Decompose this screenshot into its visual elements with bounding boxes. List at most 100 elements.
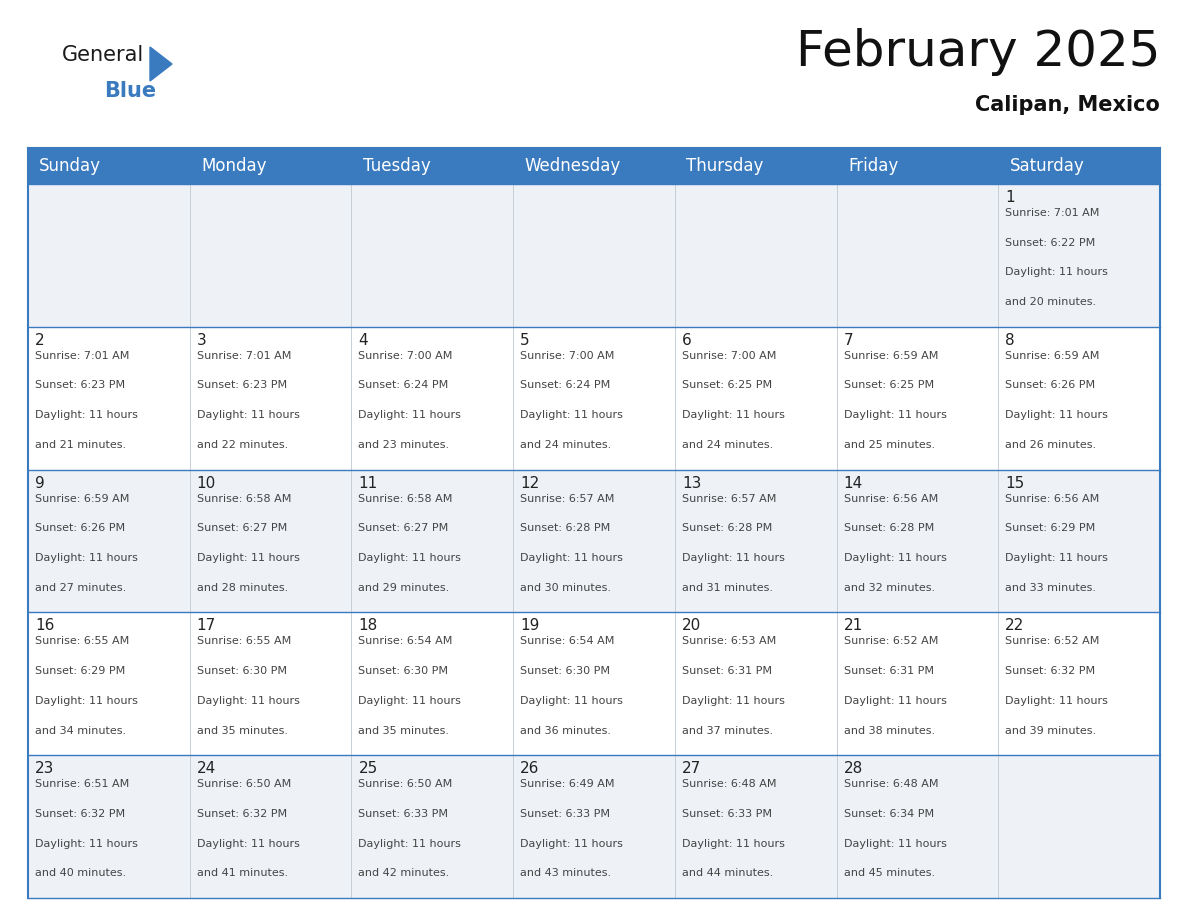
- Text: Daylight: 11 hours: Daylight: 11 hours: [520, 696, 623, 706]
- Text: Sunrise: 6:54 AM: Sunrise: 6:54 AM: [520, 636, 614, 646]
- Text: and 26 minutes.: and 26 minutes.: [1005, 440, 1097, 450]
- Text: 27: 27: [682, 761, 701, 777]
- Text: Sunrise: 6:59 AM: Sunrise: 6:59 AM: [34, 494, 129, 504]
- Text: and 31 minutes.: and 31 minutes.: [682, 583, 773, 593]
- Bar: [29, 327, 190, 470]
- Text: Sunrise: 6:54 AM: Sunrise: 6:54 AM: [359, 636, 453, 646]
- Text: Daylight: 11 hours: Daylight: 11 hours: [682, 839, 785, 848]
- Text: Sunset: 6:27 PM: Sunset: 6:27 PM: [197, 523, 287, 533]
- Text: and 37 minutes.: and 37 minutes.: [682, 725, 773, 735]
- Text: Sunrise: 6:56 AM: Sunrise: 6:56 AM: [1005, 494, 1100, 504]
- Text: Sunrise: 6:51 AM: Sunrise: 6:51 AM: [34, 779, 129, 789]
- Text: Sunset: 6:24 PM: Sunset: 6:24 PM: [520, 380, 611, 390]
- Text: and 25 minutes.: and 25 minutes.: [843, 440, 935, 450]
- Text: and 33 minutes.: and 33 minutes.: [1005, 583, 1097, 593]
- Text: and 23 minutes.: and 23 minutes.: [359, 440, 449, 450]
- Text: Sunset: 6:31 PM: Sunset: 6:31 PM: [682, 666, 772, 676]
- Text: Daylight: 11 hours: Daylight: 11 hours: [359, 696, 461, 706]
- Text: Sunrise: 6:58 AM: Sunrise: 6:58 AM: [359, 494, 453, 504]
- Text: Daylight: 11 hours: Daylight: 11 hours: [197, 410, 299, 420]
- Text: Daylight: 11 hours: Daylight: 11 hours: [197, 839, 299, 848]
- Text: Daylight: 11 hours: Daylight: 11 hours: [843, 696, 947, 706]
- Text: February 2025: February 2025: [796, 28, 1159, 76]
- Bar: [836, 148, 998, 184]
- Text: Daylight: 11 hours: Daylight: 11 hours: [682, 410, 785, 420]
- Text: Daylight: 11 hours: Daylight: 11 hours: [1005, 696, 1108, 706]
- Bar: [675, 327, 836, 470]
- Text: Tuesday: Tuesday: [362, 157, 430, 175]
- Text: Sunset: 6:29 PM: Sunset: 6:29 PM: [1005, 523, 1095, 533]
- Bar: [29, 470, 190, 612]
- Text: Sunrise: 7:00 AM: Sunrise: 7:00 AM: [682, 351, 776, 361]
- Bar: [352, 148, 513, 184]
- Text: Calipan, Mexico: Calipan, Mexico: [975, 95, 1159, 115]
- Text: Sunrise: 6:55 AM: Sunrise: 6:55 AM: [34, 636, 129, 646]
- Text: and 35 minutes.: and 35 minutes.: [359, 725, 449, 735]
- Text: Sunset: 6:28 PM: Sunset: 6:28 PM: [682, 523, 772, 533]
- Text: Sunrise: 7:01 AM: Sunrise: 7:01 AM: [34, 351, 129, 361]
- Bar: [190, 470, 352, 612]
- Text: 3: 3: [197, 333, 207, 348]
- Text: Daylight: 11 hours: Daylight: 11 hours: [1005, 553, 1108, 563]
- Text: 25: 25: [359, 761, 378, 777]
- Bar: [836, 184, 998, 327]
- Text: and 30 minutes.: and 30 minutes.: [520, 583, 611, 593]
- Text: Sunset: 6:23 PM: Sunset: 6:23 PM: [197, 380, 286, 390]
- Bar: [190, 756, 352, 898]
- Text: 9: 9: [34, 476, 45, 490]
- Text: Sunset: 6:33 PM: Sunset: 6:33 PM: [520, 809, 611, 819]
- Text: and 29 minutes.: and 29 minutes.: [359, 583, 450, 593]
- Text: Daylight: 11 hours: Daylight: 11 hours: [520, 839, 623, 848]
- Bar: [29, 148, 190, 184]
- Text: Sunset: 6:26 PM: Sunset: 6:26 PM: [1005, 380, 1095, 390]
- Text: and 42 minutes.: and 42 minutes.: [359, 868, 450, 879]
- Text: Sunset: 6:33 PM: Sunset: 6:33 PM: [359, 809, 448, 819]
- Text: Sunrise: 7:00 AM: Sunrise: 7:00 AM: [520, 351, 614, 361]
- Text: Thursday: Thursday: [687, 157, 764, 175]
- Text: Sunrise: 6:57 AM: Sunrise: 6:57 AM: [520, 494, 614, 504]
- Text: Sunset: 6:30 PM: Sunset: 6:30 PM: [520, 666, 611, 676]
- Bar: [513, 184, 675, 327]
- Bar: [998, 470, 1159, 612]
- Text: 8: 8: [1005, 333, 1015, 348]
- Text: Daylight: 11 hours: Daylight: 11 hours: [520, 410, 623, 420]
- Text: Sunset: 6:29 PM: Sunset: 6:29 PM: [34, 666, 125, 676]
- Text: Sunset: 6:30 PM: Sunset: 6:30 PM: [359, 666, 448, 676]
- Text: Sunrise: 6:58 AM: Sunrise: 6:58 AM: [197, 494, 291, 504]
- Text: Sunrise: 7:01 AM: Sunrise: 7:01 AM: [1005, 208, 1100, 218]
- Text: and 27 minutes.: and 27 minutes.: [34, 583, 126, 593]
- Text: 2: 2: [34, 333, 45, 348]
- Bar: [836, 612, 998, 756]
- Text: Sunrise: 6:52 AM: Sunrise: 6:52 AM: [843, 636, 939, 646]
- Bar: [190, 327, 352, 470]
- Text: Sunset: 6:33 PM: Sunset: 6:33 PM: [682, 809, 772, 819]
- Bar: [352, 470, 513, 612]
- Text: 12: 12: [520, 476, 539, 490]
- Bar: [190, 148, 352, 184]
- Text: Daylight: 11 hours: Daylight: 11 hours: [1005, 267, 1108, 277]
- Text: and 35 minutes.: and 35 minutes.: [197, 725, 287, 735]
- Bar: [190, 184, 352, 327]
- Text: Sunset: 6:32 PM: Sunset: 6:32 PM: [1005, 666, 1095, 676]
- Text: 6: 6: [682, 333, 691, 348]
- Text: and 36 minutes.: and 36 minutes.: [520, 725, 611, 735]
- Text: Daylight: 11 hours: Daylight: 11 hours: [359, 410, 461, 420]
- Bar: [29, 184, 190, 327]
- Bar: [836, 327, 998, 470]
- Text: Sunrise: 6:53 AM: Sunrise: 6:53 AM: [682, 636, 776, 646]
- Text: 22: 22: [1005, 619, 1024, 633]
- Text: Sunset: 6:23 PM: Sunset: 6:23 PM: [34, 380, 125, 390]
- Text: Sunset: 6:25 PM: Sunset: 6:25 PM: [682, 380, 772, 390]
- Text: Sunrise: 6:49 AM: Sunrise: 6:49 AM: [520, 779, 614, 789]
- Text: Sunset: 6:26 PM: Sunset: 6:26 PM: [34, 523, 125, 533]
- Text: Saturday: Saturday: [1010, 157, 1085, 175]
- Bar: [352, 184, 513, 327]
- Text: 17: 17: [197, 619, 216, 633]
- Text: Daylight: 11 hours: Daylight: 11 hours: [843, 410, 947, 420]
- Text: Sunday: Sunday: [39, 157, 101, 175]
- Bar: [998, 184, 1159, 327]
- Text: 26: 26: [520, 761, 539, 777]
- Text: and 44 minutes.: and 44 minutes.: [682, 868, 773, 879]
- Text: and 45 minutes.: and 45 minutes.: [843, 868, 935, 879]
- Text: and 32 minutes.: and 32 minutes.: [843, 583, 935, 593]
